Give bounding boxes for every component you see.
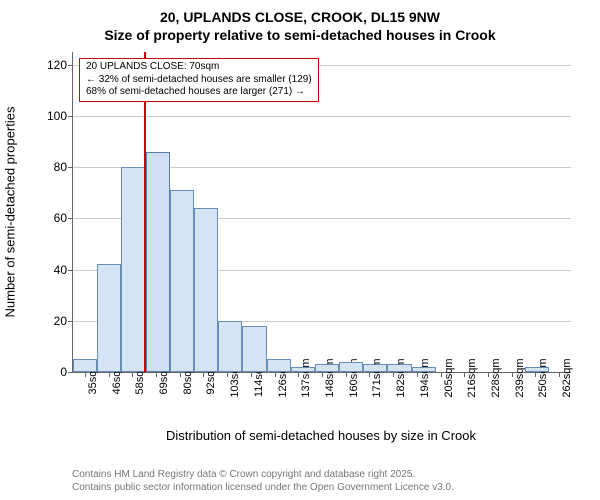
bar [121,167,145,372]
bar-highlight [146,152,170,372]
annotation-line2: ← 32% of semi-detached houses are smalle… [86,74,312,87]
chart-container: 20, UPLANDS CLOSE, CROOK, DL15 9NW Size … [0,0,600,500]
bar [315,364,339,372]
plot-area: 20 UPLANDS CLOSE: 70sqm ← 32% of semi-de… [72,52,571,373]
y-tick-label: 60 [54,211,73,225]
y-tick-label: 120 [47,58,73,72]
bar [97,264,121,372]
bar [412,367,436,372]
y-tick-label: 20 [54,314,73,328]
annotation-line3: 68% of semi-detached houses are larger (… [86,86,312,99]
bar [363,364,387,372]
bar [194,208,218,372]
bar [218,321,242,372]
y-tick-label: 0 [60,365,73,379]
y-tick-label: 100 [47,109,73,123]
bar [291,367,315,372]
chart-title: 20, UPLANDS CLOSE, CROOK, DL15 9NW Size … [0,0,600,44]
annotation-box: 20 UPLANDS CLOSE: 70sqm ← 32% of semi-de… [79,58,319,102]
bar [73,359,97,372]
y-tick-label: 40 [54,263,73,277]
y-tick-label: 80 [54,160,73,174]
bar [170,190,194,372]
annotation-line1: 20 UPLANDS CLOSE: 70sqm [86,61,312,74]
bar [242,326,266,372]
y-axis-label: Number of semi-detached properties [3,107,18,318]
footer-line1: Contains HM Land Registry data © Crown c… [72,468,454,481]
bar [387,364,411,372]
title-line1: 20, UPLANDS CLOSE, CROOK, DL15 9NW [0,8,600,26]
bar [339,362,363,372]
x-axis-label: Distribution of semi-detached houses by … [166,428,476,443]
title-line2: Size of property relative to semi-detach… [0,26,600,44]
bar [525,367,549,372]
footer-line2: Contains public sector information licen… [72,481,454,494]
footer-attribution: Contains HM Land Registry data © Crown c… [72,468,454,494]
bar [267,359,291,372]
